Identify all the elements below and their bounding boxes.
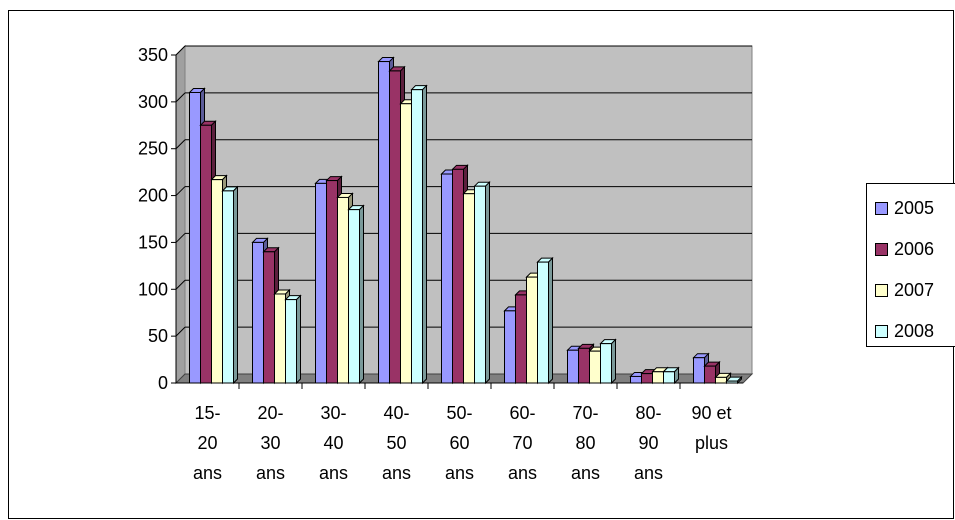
bar-2007	[274, 293, 286, 384]
y-tick-label: 350	[138, 45, 168, 65]
bar-2005	[630, 375, 642, 384]
x-tick-label: 90 et	[691, 403, 731, 423]
gridline-side	[175, 326, 186, 337]
x-tick-label: 15-	[194, 403, 220, 423]
x-tick-label: ans	[634, 463, 663, 483]
x-tick-label: ans	[571, 463, 600, 483]
x-tick-label: 40-	[383, 403, 409, 423]
legend-swatch	[875, 242, 888, 256]
bar-2006	[389, 70, 401, 384]
x-tick-label: 70	[512, 433, 532, 453]
x-tick-label: 50	[386, 433, 406, 453]
x-tick-label: 90	[638, 433, 658, 453]
y-tick-label: 200	[138, 186, 168, 206]
x-tick-label: 30-	[320, 403, 346, 423]
bar-2008	[348, 209, 360, 384]
gridline-side	[175, 92, 186, 103]
legend-swatch	[875, 201, 888, 215]
bar-2008	[285, 299, 297, 384]
legend-swatch	[875, 324, 888, 338]
bar-2005	[693, 357, 705, 384]
plot-side-wall	[175, 44, 186, 385]
bar-2006	[515, 294, 527, 384]
y-tick-label: 250	[138, 139, 168, 159]
x-tick-label: 80-	[635, 403, 661, 423]
bar-2005	[567, 349, 579, 384]
x-tick-label: 70-	[572, 403, 598, 423]
bar-2006	[578, 347, 590, 384]
x-tick-label: ans	[319, 463, 348, 483]
bar-2007	[337, 196, 349, 384]
x-tick-label: 40	[323, 433, 343, 453]
bar-2008	[600, 343, 612, 384]
bar-side-2008	[233, 185, 238, 385]
bar-side-2008	[296, 294, 301, 385]
bar-side-2008	[485, 180, 490, 385]
legend-label: 2007	[894, 279, 935, 300]
gridline-side	[175, 233, 186, 243]
bar-2005	[252, 241, 264, 384]
bar-2008	[537, 261, 549, 384]
x-tick-label: 60	[449, 433, 469, 453]
bar-2006	[704, 365, 716, 384]
gridline-side	[175, 186, 186, 196]
y-tick-label: 150	[138, 232, 168, 252]
bar-2007	[211, 179, 223, 384]
bar-2008	[474, 185, 486, 384]
y-tick-label: 50	[148, 326, 168, 346]
bar-side-2008	[359, 204, 364, 385]
x-tick-label: plus	[695, 433, 728, 453]
legend-label: 2008	[894, 320, 935, 341]
x-tick-label: ans	[382, 463, 411, 483]
bar-2007	[652, 371, 664, 384]
bar-2006	[452, 168, 464, 384]
bar-2008	[663, 371, 675, 384]
x-tick-label: 50-	[446, 403, 472, 423]
bar-2005	[441, 173, 453, 384]
x-tick-label: ans	[508, 463, 537, 483]
bar-2006	[263, 251, 275, 384]
x-tick-label: 20-	[257, 403, 283, 423]
gridline-side	[175, 279, 186, 290]
bar-2007	[526, 276, 538, 384]
legend-swatch	[875, 283, 888, 297]
bar-2007	[463, 193, 475, 384]
bar-2005	[378, 61, 390, 384]
legend-label: 2006	[894, 238, 935, 259]
x-tick-label: ans	[256, 463, 285, 483]
y-tick-label: 100	[138, 279, 168, 299]
x-tick-label: 60-	[509, 403, 535, 423]
bar-2005	[504, 310, 516, 384]
chart-legend: 2005 2006 2007 2008	[866, 183, 955, 347]
x-tick-label: ans	[445, 463, 474, 483]
bar-2007	[589, 350, 601, 384]
legend-item-2007: 2007	[875, 278, 934, 302]
legend-item-2008: 2008	[875, 319, 934, 343]
gridline-side	[175, 45, 186, 56]
x-tick-label: ans	[193, 463, 222, 483]
bar-2006	[641, 373, 653, 384]
bar-side-2008	[548, 256, 553, 385]
bar-2008	[222, 190, 234, 384]
bar-2006	[326, 180, 338, 384]
bar-2006	[200, 124, 212, 384]
y-tick-label: 300	[138, 92, 168, 112]
bar-2007	[715, 376, 727, 384]
bar-side-2008	[611, 338, 616, 385]
bar-2007	[400, 103, 412, 384]
y-tick-label: 0	[158, 373, 168, 393]
bar-2008	[411, 89, 423, 384]
legend-label: 2005	[894, 197, 935, 218]
bar-2005	[315, 182, 327, 384]
legend-item-2006: 2006	[875, 237, 934, 261]
x-tick-label: 30	[260, 433, 280, 453]
gridline-side	[175, 139, 186, 150]
x-tick-label: 80	[575, 433, 595, 453]
legend-item-2005: 2005	[875, 196, 934, 220]
x-tick-label: 20	[197, 433, 217, 453]
bar-side-2008	[422, 84, 427, 385]
bar-2005	[189, 91, 201, 384]
